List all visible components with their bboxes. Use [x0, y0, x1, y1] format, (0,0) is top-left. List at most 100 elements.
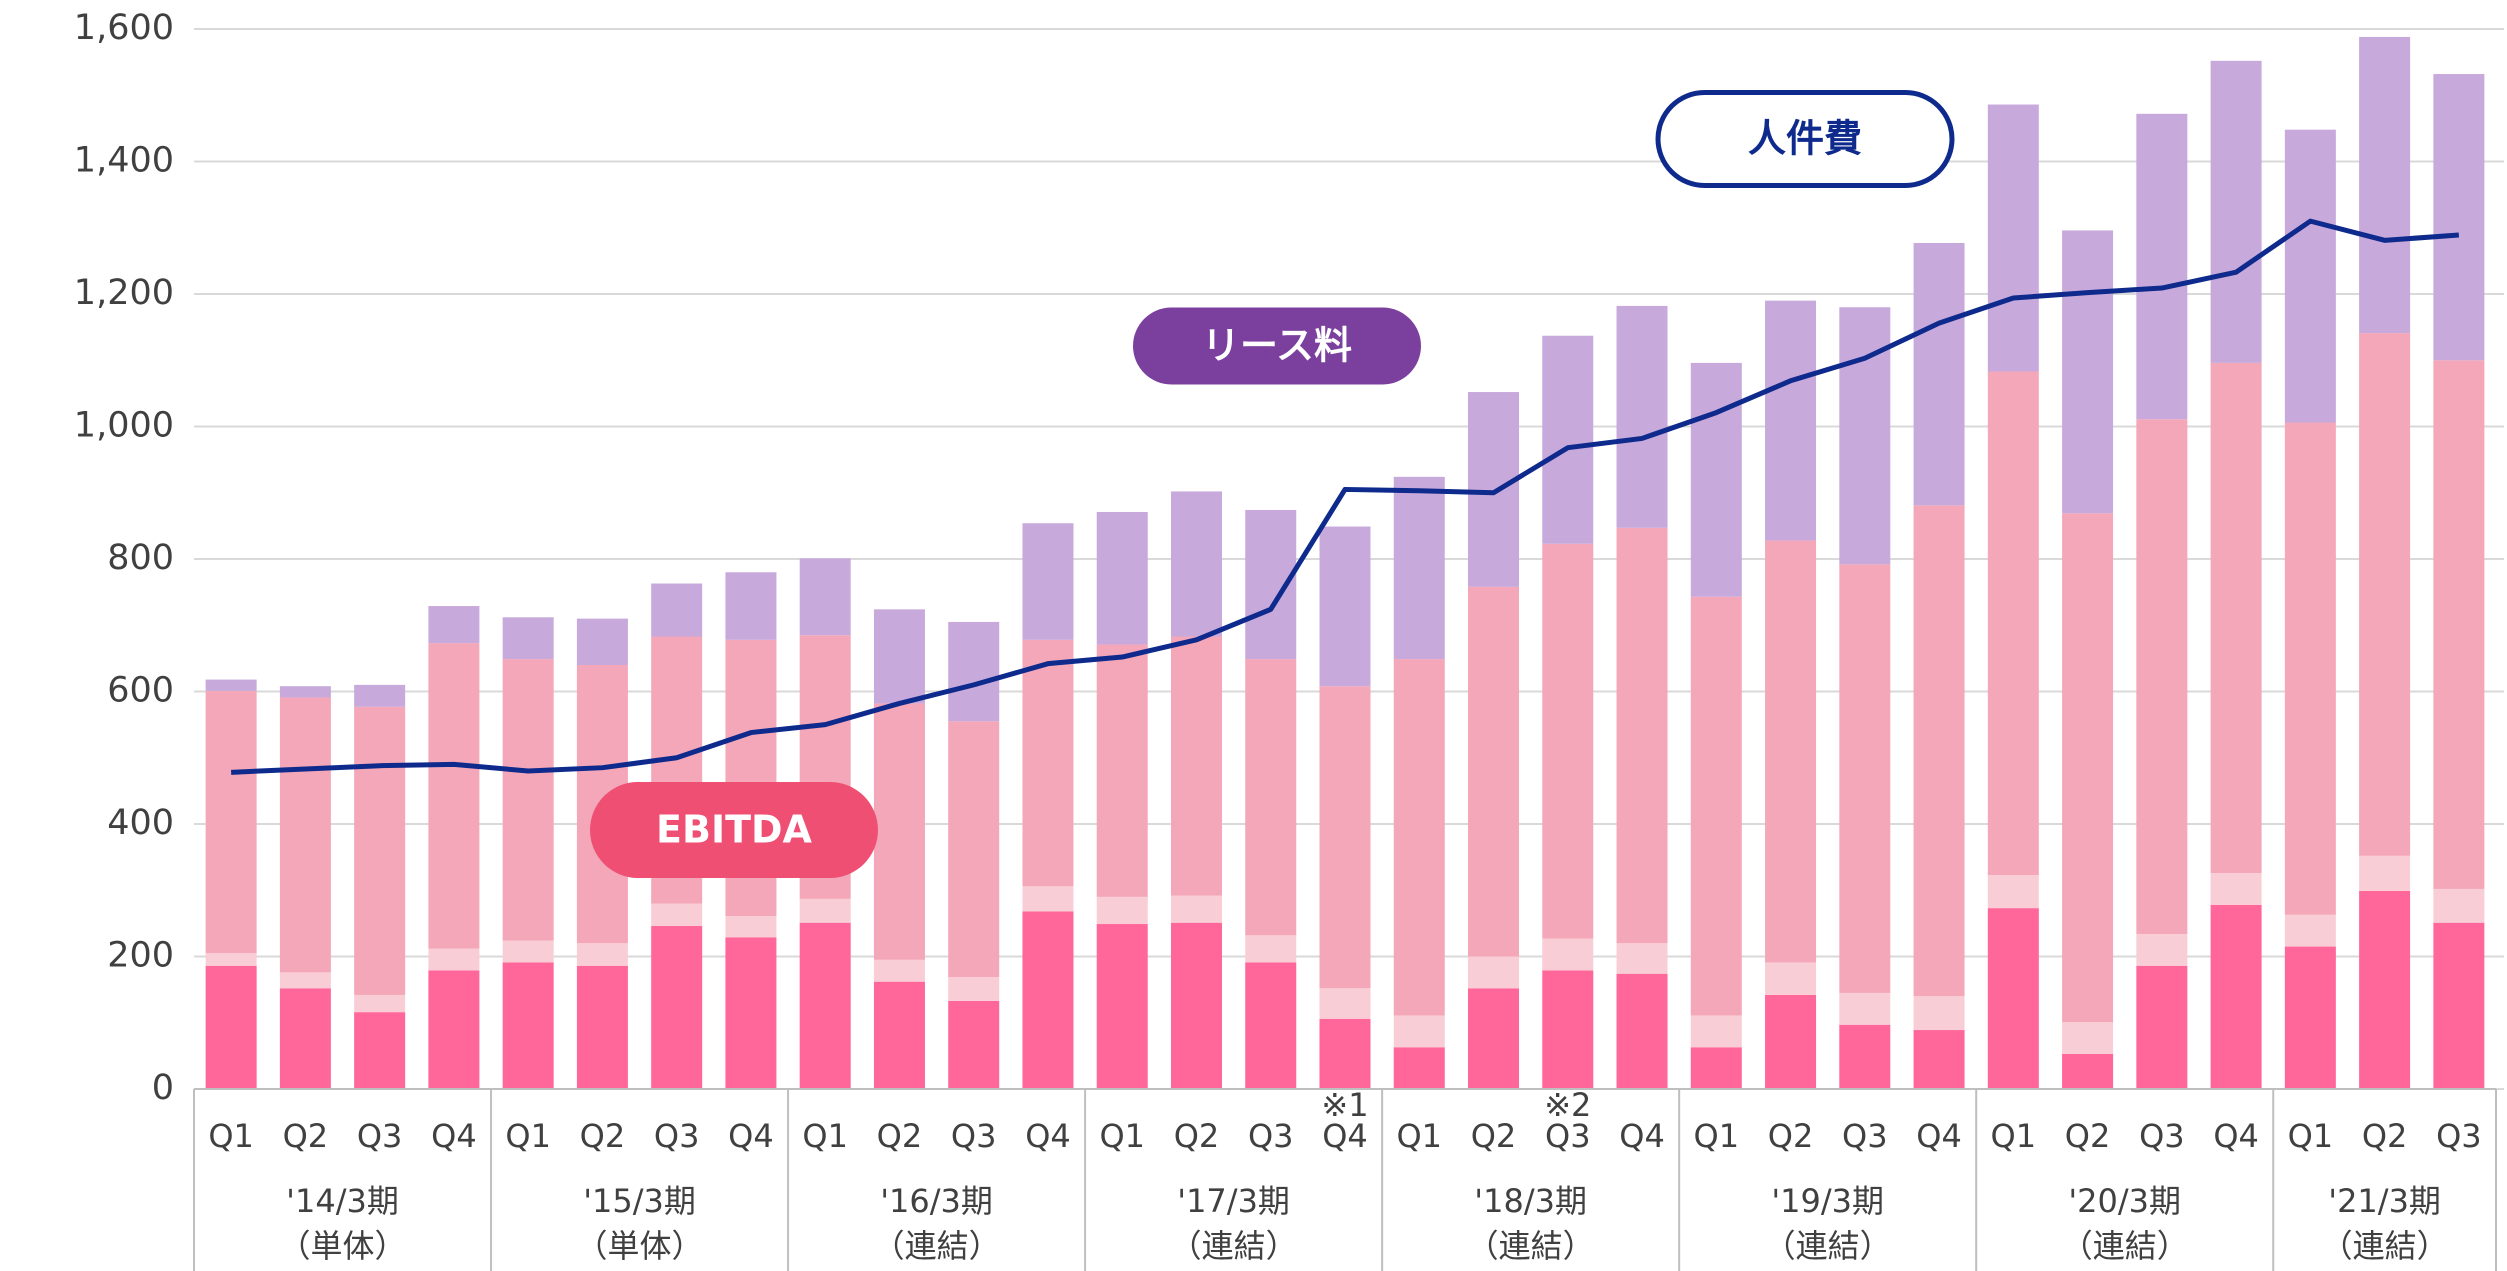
bar-segment — [651, 926, 703, 1089]
y-tick-label: 200 — [107, 936, 174, 976]
bar-segment — [873, 981, 925, 1089]
bar-segment — [1245, 962, 1297, 1089]
bar-segment — [799, 558, 851, 636]
bar-segment — [502, 617, 554, 660]
bar-segment — [354, 684, 406, 707]
bar-segment — [428, 948, 480, 971]
bar-segment — [1987, 875, 2039, 909]
bar-segment — [2062, 230, 2114, 514]
bar-segment — [2210, 904, 2262, 1089]
group-label: '16/3期 — [880, 1182, 993, 1220]
x-tick-label: Q2 — [1174, 1117, 1220, 1155]
bar-segment — [1765, 540, 1817, 963]
bar-segment — [651, 903, 703, 927]
bar-segment — [1393, 1015, 1445, 1048]
x-tick-label: Q3 — [1545, 1117, 1591, 1155]
bar-segment — [1765, 994, 1817, 1089]
bar-segment — [279, 686, 331, 698]
bar-segment — [948, 621, 1000, 722]
bar-segment — [1022, 911, 1074, 1089]
bar-segment — [1096, 924, 1148, 1089]
bar-segment — [799, 922, 851, 1089]
y-tick-label: 1,600 — [74, 8, 174, 48]
bar-segment — [873, 703, 925, 960]
bar-segment — [873, 959, 925, 982]
x-tick-label: Q3 — [654, 1117, 700, 1155]
bar-segment — [1468, 586, 1520, 957]
bar-segment — [502, 940, 554, 963]
bar-segment — [1319, 1018, 1371, 1089]
x-tick-label: Q2 — [877, 1117, 923, 1155]
x-tick-label: Q4 — [1025, 1117, 1071, 1155]
bar-segment — [2433, 74, 2485, 361]
x-tick-label: Q4 — [2213, 1117, 2259, 1155]
bar-segment — [1913, 505, 1965, 997]
x-tick-label: Q2 — [2362, 1117, 2408, 1155]
category-note: ※2 — [1544, 1086, 1591, 1124]
bar-segment — [205, 690, 257, 954]
legend-badge — [1133, 307, 1421, 385]
bar-segment — [725, 937, 777, 1089]
bar-segment — [1616, 943, 1668, 974]
bar-segment — [1987, 371, 2039, 876]
bar-segment — [2062, 1053, 2114, 1089]
bar-segment — [2359, 36, 2411, 334]
bar-segment — [1765, 300, 1817, 541]
y-tick-label: 400 — [107, 803, 174, 843]
bar-segment — [1765, 962, 1817, 995]
legend-label: リース料 — [1202, 324, 1352, 368]
bar-segment — [1393, 476, 1445, 660]
bar-segment — [1616, 973, 1668, 1089]
bar-segment — [948, 1000, 1000, 1089]
bar-segment — [725, 916, 777, 938]
bar-segment — [1987, 908, 2039, 1089]
x-tick-label: Q4 — [1916, 1117, 1962, 1155]
bar-segment — [2284, 914, 2336, 947]
x-tick-label: Q2 — [1471, 1117, 1517, 1155]
bar-segment — [2284, 946, 2336, 1089]
bar-segment — [576, 618, 628, 665]
bar-segment — [2284, 129, 2336, 423]
bar-segment — [1913, 1030, 1965, 1089]
bar-segment — [2359, 855, 2411, 891]
x-tick-label: Q3 — [357, 1117, 403, 1155]
x-tick-label: Q1 — [2288, 1117, 2334, 1155]
legend-label: 人件費 — [1748, 117, 1862, 161]
bar-segment — [1022, 886, 1074, 912]
bar-segment — [205, 679, 257, 691]
x-tick-label: Q3 — [2436, 1117, 2482, 1155]
group-note: （連結） — [2321, 1227, 2449, 1265]
y-tick-label: 800 — [107, 538, 174, 578]
x-tick-label: Q1 — [1099, 1117, 1145, 1155]
group-note: （単体） — [279, 1227, 407, 1265]
bar-segment — [1690, 362, 1742, 597]
bar-segment — [576, 943, 628, 966]
legend-badge — [1655, 90, 1955, 188]
x-tick-label: Q3 — [951, 1117, 997, 1155]
bar-segment — [2210, 873, 2262, 905]
bar-segment — [1319, 686, 1371, 989]
bar-segment — [428, 643, 480, 949]
bar-segment — [1542, 543, 1594, 939]
x-tick-label: Q2 — [580, 1117, 626, 1155]
group-note: （単体） — [576, 1227, 704, 1265]
bar-segment — [1839, 992, 1891, 1025]
bar-segment — [2136, 965, 2188, 1089]
bar-segment — [279, 697, 331, 973]
bar-segment — [428, 970, 480, 1089]
x-tick-label: Q2 — [2065, 1117, 2111, 1155]
bar-segment — [1319, 526, 1371, 687]
bar-segment — [2359, 890, 2411, 1089]
bar-segment — [354, 706, 406, 995]
bar-segment — [1468, 956, 1520, 989]
group-note: （連結） — [1170, 1227, 1298, 1265]
bar-segment — [948, 977, 1000, 1001]
bar-segment — [1096, 511, 1148, 645]
bar-segment — [1468, 392, 1520, 587]
bar-segment — [2062, 513, 2114, 1023]
bar-segment — [1022, 523, 1074, 640]
bar-segment — [948, 721, 1000, 978]
legend-badge — [590, 782, 878, 878]
x-tick-label: Q4 — [1619, 1117, 1665, 1155]
